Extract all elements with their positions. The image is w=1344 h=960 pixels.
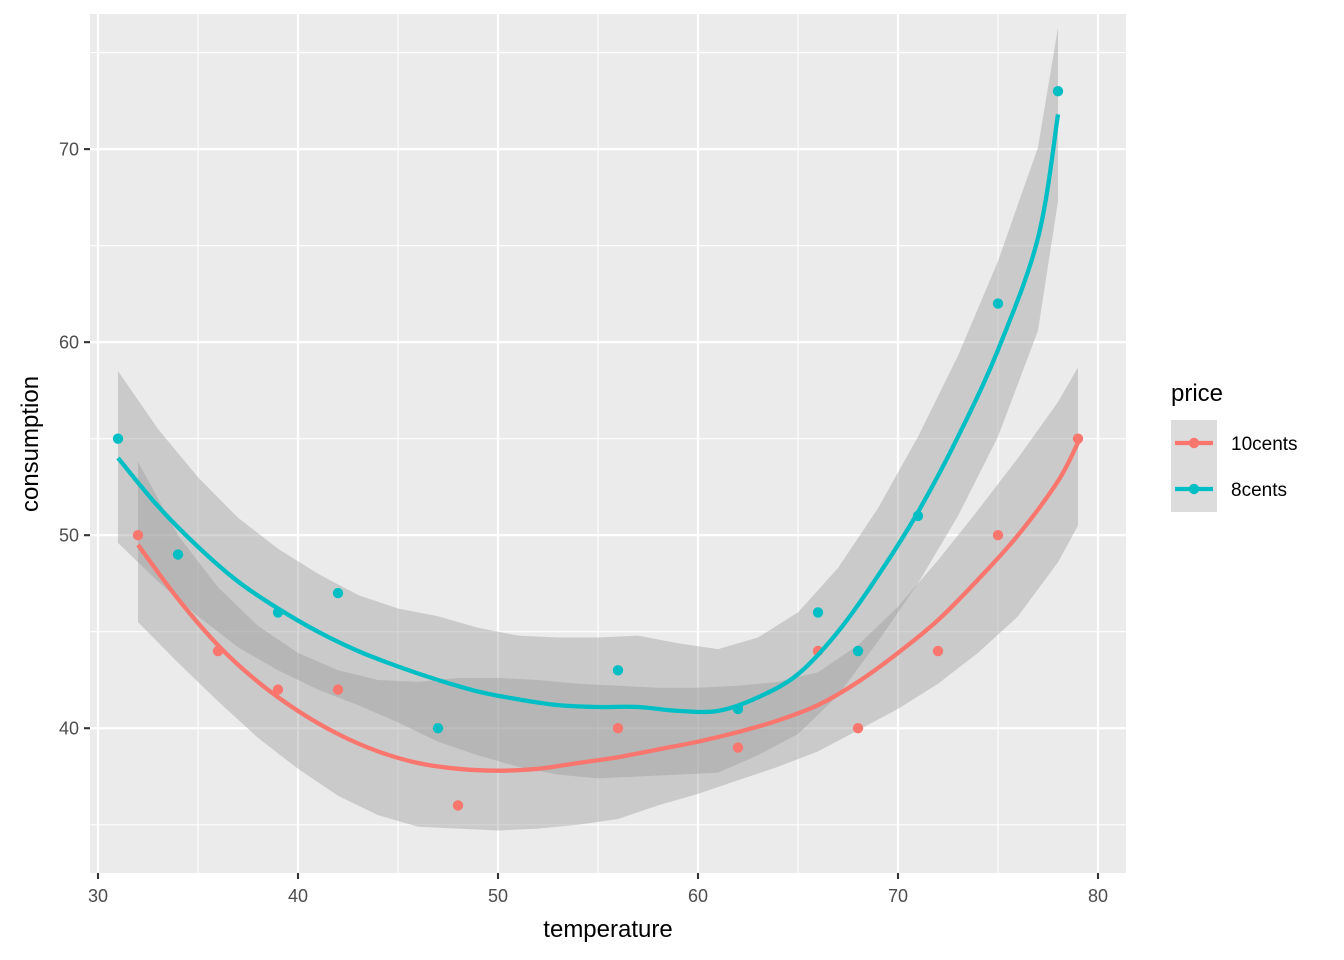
- data-point-10cents: [1072, 433, 1084, 444]
- x-tick-label: 30: [88, 886, 108, 906]
- confidence-band-10cents: [138, 367, 1078, 831]
- data-point-10cents: [452, 800, 464, 811]
- data-point-10cents: [132, 529, 144, 541]
- data-point-10cents: [612, 723, 624, 734]
- data-point-8cents: [332, 587, 344, 599]
- x-tick-label: 80: [1088, 886, 1108, 906]
- data-point-8cents: [852, 645, 864, 657]
- confidence-band-8cents: [118, 27, 1058, 779]
- smooth-line-10cents: [136, 441, 1080, 773]
- data-point-10cents: [992, 529, 1004, 541]
- x-tick-label: 40: [288, 886, 308, 906]
- data-point-10cents: [732, 742, 744, 753]
- legend-title: price: [1171, 380, 1223, 407]
- confidence-bands: [118, 27, 1078, 831]
- x-axis: 30 40 50 60 70 80: [88, 873, 1108, 906]
- y-axis-title: consumption: [17, 376, 44, 512]
- data-point-10cents: [332, 684, 344, 695]
- x-tick-label: 70: [888, 886, 908, 906]
- y-tick-label: 50: [59, 526, 79, 546]
- data-point-10cents: [852, 723, 864, 734]
- data-point-8cents: [992, 298, 1004, 309]
- smooth-line-8cents: [116, 114, 1061, 715]
- data-point-10cents: [272, 684, 284, 695]
- data-point-8cents: [112, 433, 124, 444]
- y-tick-label: 70: [59, 140, 79, 160]
- x-axis-title: temperature: [543, 916, 672, 943]
- y-tick-label: 60: [59, 333, 79, 353]
- grid-minor: [90, 14, 1126, 873]
- data-point-8cents: [612, 665, 624, 676]
- data-point-8cents: [1052, 86, 1064, 97]
- legend-key-point-8cents: [1188, 483, 1200, 495]
- y-axis: 40 50 60 70: [59, 140, 90, 739]
- legend-label-8cents: 8cents: [1231, 480, 1287, 501]
- legend-label-10cents: 10cents: [1231, 434, 1298, 455]
- x-tick-label: 50: [488, 886, 508, 906]
- data-point-8cents: [812, 607, 824, 618]
- data-point-8cents: [432, 723, 444, 734]
- data-point-8cents: [172, 549, 184, 560]
- data-point-10cents: [932, 645, 944, 657]
- smooth-lines: [116, 114, 1080, 773]
- legend: price 10cents 8cents: [1171, 380, 1298, 512]
- legend-key-point-10cents: [1188, 437, 1200, 449]
- y-tick-label: 40: [59, 719, 79, 739]
- legend-items: 10cents 8cents: [1171, 420, 1298, 512]
- grid-major: [90, 14, 1126, 873]
- x-tick-label: 60: [688, 886, 708, 906]
